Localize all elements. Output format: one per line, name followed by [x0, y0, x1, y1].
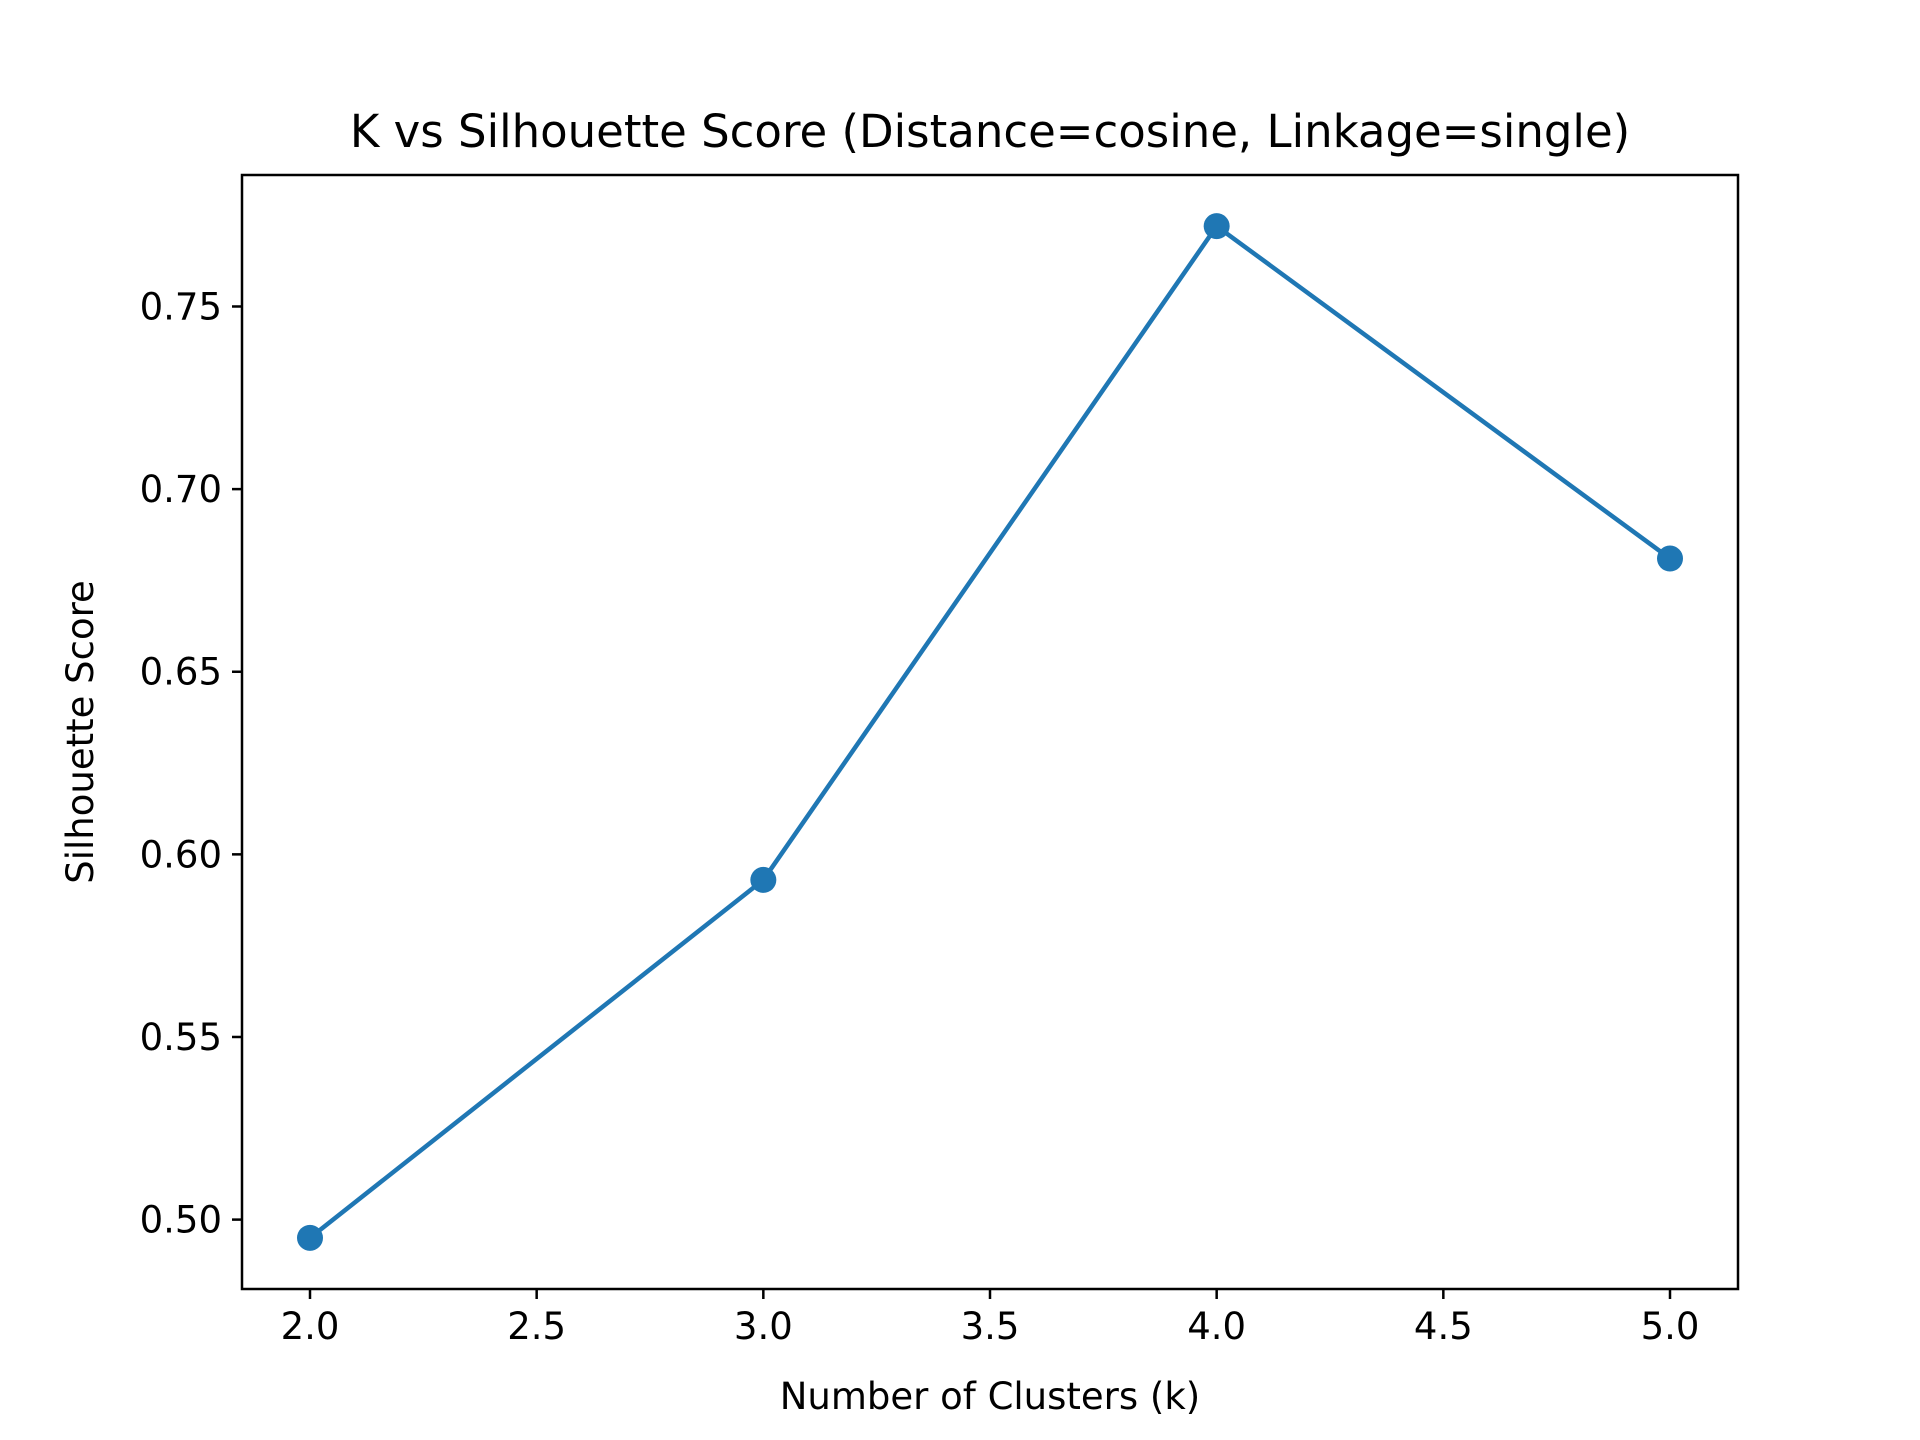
series-line — [308, 223, 1672, 1240]
y-tick-label: 0.75 — [140, 285, 222, 328]
x-tick-label: 5.0 — [1641, 1305, 1700, 1348]
y-tick-label: 0.65 — [140, 651, 222, 694]
data-point — [750, 866, 777, 893]
x-tick-label: 2.5 — [507, 1305, 566, 1348]
y-tick-label: 0.60 — [140, 833, 222, 876]
x-tick-label: 4.0 — [1187, 1305, 1246, 1348]
y-tick-label: 0.55 — [140, 1016, 222, 1059]
x-tick-label: 3.5 — [961, 1305, 1020, 1348]
data-point — [1203, 213, 1230, 240]
plot-area — [297, 213, 1683, 1251]
y-axis-label: Silhouette Score — [59, 580, 102, 884]
y-axis-ticks: 0.50 0.55 0.60 0.65 0.70 0.75 — [140, 285, 242, 1242]
x-tick-label: 2.0 — [281, 1305, 340, 1348]
x-axis-label: Number of Clusters (k) — [780, 1375, 1200, 1418]
chart-title: K vs Silhouette Score (Distance=cosine, … — [350, 105, 1630, 158]
y-tick-label: 0.50 — [140, 1199, 222, 1242]
y-tick-label: 0.70 — [140, 468, 222, 511]
data-point — [1657, 545, 1683, 572]
x-axis-ticks: 2.0 2.5 3.0 3.5 4.0 4.5 5.0 — [281, 1289, 1700, 1348]
data-point — [297, 1224, 323, 1251]
x-tick-label: 3.0 — [734, 1305, 793, 1348]
x-tick-label: 4.5 — [1414, 1305, 1473, 1348]
